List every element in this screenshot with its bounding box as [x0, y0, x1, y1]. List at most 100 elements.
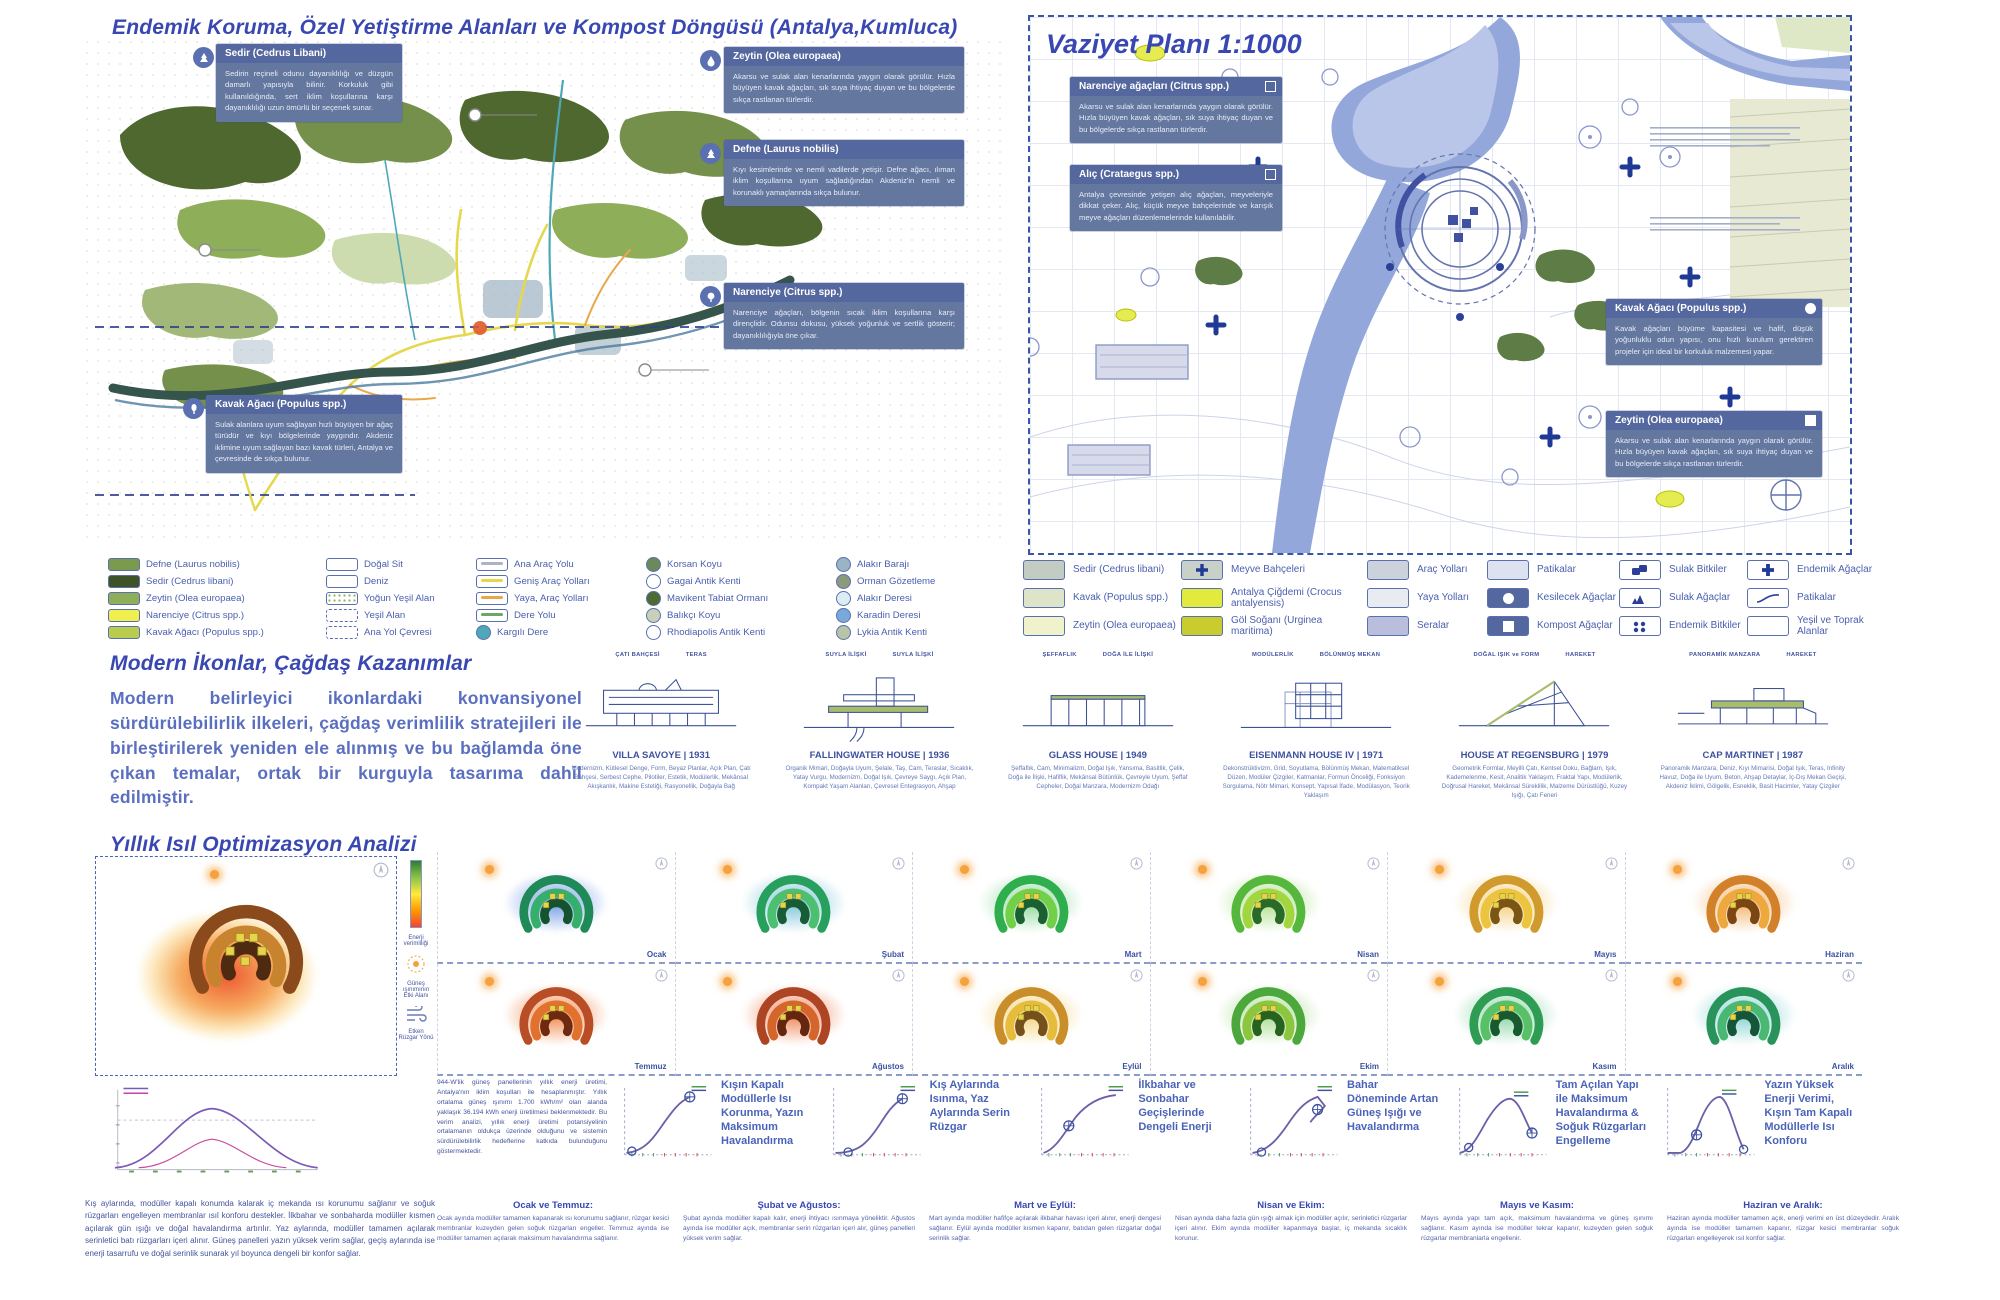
month-label: Şubat [881, 950, 904, 959]
legend-swatch [326, 626, 358, 639]
legend-col-roads: Ana Araç Yolu Geniş Araç Yolları Yaya, A… [476, 556, 646, 641]
north-arrow-icon [892, 969, 905, 982]
triangles-icon [1632, 594, 1644, 604]
fallingwater-elevation [804, 677, 955, 742]
callout-alic-plan: Alıç (Crataegus spp.) Antalya çevresinde… [1070, 165, 1282, 232]
graph-caption: Kış Aylarında Isınma, Yaz Aylarında Seri… [929, 1079, 1010, 1134]
footer-col-ocak-temmuz: Ocak ve Temmuz: Ocak ayında modüller tam… [437, 1200, 669, 1244]
thermal-cell-subat: Şubat [674, 852, 912, 964]
legend-item: Endemik Bitkiler [1619, 612, 1747, 640]
building-keywords: Dekonstrüktivizm, Grid, Soyutlama, Bölün… [1222, 765, 1410, 799]
building-name: VILLA SAVOYE | 1931 [612, 750, 711, 761]
legend-swatch [476, 609, 508, 622]
footer-col-mart-eylul: Mart ve Eylül: Mart ayında modüller hafi… [929, 1200, 1161, 1244]
footer-body: Şubat ayında modüller kapalı kalır, ener… [683, 1215, 915, 1242]
legend-circle-icon [646, 591, 661, 606]
legend-green-soil-icon [1747, 616, 1789, 636]
legend-swatch [1023, 560, 1065, 580]
legend-col-markers2: Sulak Bitkiler Sulak Ağaçlar Endemik Bit… [1619, 556, 1747, 640]
north-arrow-icon [654, 969, 668, 982]
villa-savoye-elevation [585, 678, 737, 727]
solar-note: 944-W'lik güneş panellerinin yıllık ener… [437, 1079, 607, 1156]
module-opening-graph [1250, 1086, 1338, 1157]
north-arrow-icon [1842, 857, 1855, 870]
callout-body: Kıyı kesimlerinde ve nemli vadilerde yet… [733, 165, 955, 197]
legend-circle-icon [836, 608, 851, 623]
building-tag: DOĞA İLE İLİŞKİ [1102, 652, 1154, 658]
footer-columns: Ocak ve Temmuz: Ocak ayında modüller tam… [437, 1200, 1899, 1244]
graph-caption-pair: Bahar Döneminde Artan Güneş Işığı ve Hav… [1238, 1078, 1447, 1170]
droplet-icon [707, 55, 714, 66]
legend-paths-icon [1747, 588, 1789, 608]
legend-item: Patikalar [1747, 584, 1897, 612]
regensburg-house-elevation [1459, 680, 1610, 727]
cap-martinet-elevation [1677, 687, 1828, 725]
footer-col-subat-agustos: Şubat ve Ağustos: Şubat ayında modüller … [683, 1200, 915, 1244]
legend-item: Sedir (Cedrus libani) [108, 573, 326, 590]
legend-item: Korsan Koyu [646, 556, 836, 573]
footer-heading: Ocak ve Temmuz: [512, 1200, 594, 1211]
sun-icon [1435, 977, 1445, 987]
building-tag: HAREKET [1565, 652, 1596, 658]
legend-item: Kargılı Dere [476, 624, 646, 641]
building-name: FALLINGWATER HOUSE | 1936 [809, 750, 950, 761]
legend-swatch [1487, 560, 1529, 580]
sun-icon [722, 865, 732, 875]
module-opening-graph [832, 1086, 921, 1157]
buildings-row: ÇATI BAHÇESİ TERAS VILLA SAVOYE | 1931 Mo… [552, 652, 1862, 801]
dot-cluster-icon [1633, 621, 1646, 632]
site-plan-frame: Vaziyet Planı 1:1000 Narenciye ağaçları … [1028, 15, 1852, 555]
building-tag: ŞEFFAFLIK [1042, 652, 1077, 658]
legend-col-markers3: Endemik Ağaçlar Patikalar Yeşil ve Topra… [1747, 556, 1897, 640]
building-keywords: Geometrik Formlar, Meyilli Çatı, Kentsel… [1441, 765, 1628, 799]
legend-col-places2: Alakır Barajı Orman Gözetleme Alakır Der… [836, 556, 1008, 641]
legend-swatch [108, 575, 140, 588]
legend-circle-icon [836, 557, 851, 572]
legend-swatch [1181, 588, 1223, 608]
legend-item: Deniz [326, 573, 476, 590]
legend-item: Kompost Ağaçlar [1487, 612, 1619, 640]
sun-icon [960, 865, 970, 875]
thermal-building [188, 905, 304, 995]
thermal-cell-temmuz: Temmuz [437, 964, 675, 1076]
legend-item: Yeşil ve Toprak Alanlar [1747, 612, 1897, 640]
month-label: Ocak [646, 950, 667, 959]
thermal-cell-eylul: Eylül [912, 964, 1150, 1076]
building-tag: BÖLÜNMÜŞ MEKAN [1319, 652, 1381, 658]
callout-title: Narenciye (Citrus spp.) [724, 283, 964, 302]
legend-circle-icon [836, 574, 851, 589]
legend-item: Doğal Sit [326, 556, 476, 573]
sun-radius-label: Güneş ışınımının Etki Alanı [402, 981, 430, 999]
footer-heading: Nisan ve Ekim: [1257, 1200, 1325, 1211]
thermal-cell-agustos: Ağustos [674, 964, 912, 1076]
north-arrow-icon [892, 857, 905, 870]
month-label: Kasım [1592, 1062, 1617, 1071]
monthly-graphs-row: Kışın Kapalı Modüllerle Isı Korunma, Yaz… [612, 1078, 1864, 1170]
callout-defne: Defne (Laurus nobilis) Kıyı kesimlerinde… [724, 140, 964, 207]
callout-zeytin: Zeytin (Olea europaea) Akarsu ve sulak a… [724, 47, 964, 114]
month-label: Eylül [1122, 1062, 1142, 1071]
energy-scale-bar [410, 860, 422, 928]
square-marker-icon [1265, 169, 1276, 180]
eisenman-house-elevation [1240, 682, 1392, 728]
legend-swatch [108, 592, 140, 605]
legend-item: Patikalar [1487, 556, 1619, 584]
site-plan-legend: Sedir (Cedrus libani) Kavak (Populus spp… [1023, 556, 1915, 640]
building-tag: SUYLA İLİŞKİ [892, 652, 934, 658]
legend-item: Narenciye (Citrus spp.) [108, 607, 326, 624]
icons-section-paragraph: Modern belirleyici ikonlardaki konvansiy… [110, 688, 582, 808]
sun-icon [210, 870, 219, 880]
legend-item: Yeşil Alan [326, 607, 476, 624]
building-name: CAP MARTINET | 1987 [1702, 750, 1804, 761]
legend-circle-icon [646, 608, 661, 623]
legend-item: Yaya, Araç Yolları [476, 590, 646, 607]
legend-item: Rhodiapolis Antik Kenti [646, 624, 836, 641]
legend-item: Sedir (Cedrus libani) [1023, 556, 1181, 584]
legend-swatch [108, 626, 140, 639]
building-keywords: Modernizm, Kütlesel Denge, Form, Beyaz P… [571, 765, 751, 790]
callout-zeytin-plan: Zeytin (Olea europaea) Akarsu ve sulak a… [1606, 411, 1822, 478]
graph-caption-pair: Tam Açılan Yapı ile Maksimum Havalandırm… [1447, 1078, 1656, 1170]
building-tag: DOĞAL IŞIK ve FORM [1473, 652, 1540, 658]
legend-col-flora: Meyve Bahçeleri Antalya Çiğdemi (Crocus … [1181, 556, 1367, 640]
